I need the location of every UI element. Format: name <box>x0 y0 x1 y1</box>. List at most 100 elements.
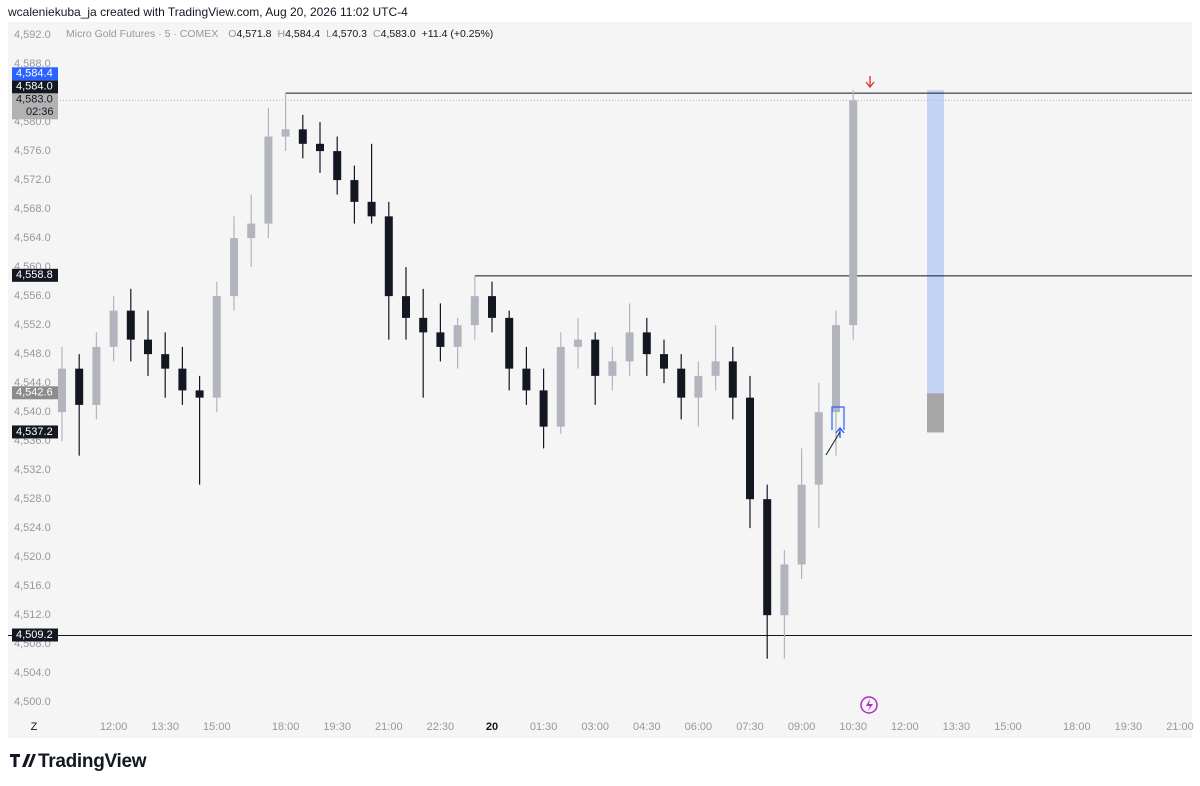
x-tick-label: 01:30 <box>530 721 558 733</box>
change: +11.4 (+0.25%) <box>421 28 494 40</box>
x-tick-label: 20 <box>486 721 498 733</box>
price-label: 4,509.2 <box>16 629 53 641</box>
candle-body <box>539 390 548 427</box>
candle-body <box>109 310 118 347</box>
candle-body <box>333 151 342 181</box>
candle-body <box>195 390 204 398</box>
timezone-label: Z <box>31 721 38 733</box>
x-tick-label: 18:00 <box>1063 721 1091 733</box>
y-tick-label: 4,540.0 <box>14 406 51 418</box>
brand: TradingView <box>38 751 147 772</box>
x-tick-label: 21:00 <box>1166 721 1194 733</box>
candle-body <box>316 143 324 152</box>
x-tick-label: 15:00 <box>203 721 231 733</box>
y-tick-label: 4,588.0 <box>14 58 51 70</box>
sell-arrow <box>865 76 875 89</box>
bracket <box>831 406 845 430</box>
ohlc-key: O <box>228 28 237 40</box>
candle-body <box>522 368 531 391</box>
price-label-box <box>12 628 58 642</box>
x-tick-label: 15:00 <box>994 721 1022 733</box>
x-tick-label: 19:30 <box>1115 721 1143 733</box>
position-loss <box>927 393 944 433</box>
x-tick-label: 10:30 <box>839 721 867 733</box>
x-tick-label: 09:00 <box>788 721 816 733</box>
countdown-label: 02:36 <box>26 106 54 118</box>
candle-body <box>367 201 376 217</box>
y-tick-label: 4,512.0 <box>14 609 51 621</box>
price-label: 4,537.2 <box>16 426 53 438</box>
candle-body <box>58 368 66 413</box>
candle-body <box>746 397 754 500</box>
candle-body <box>298 129 307 144</box>
candle-body <box>178 368 187 391</box>
candle-body <box>591 339 600 376</box>
price-label: 4,584.4 <box>16 68 53 80</box>
candle-body <box>75 368 84 405</box>
marks: 4,500.04,504.04,508.04,512.04,516.04,520… <box>8 29 1194 733</box>
credit: wcaleniekuba_ja created with TradingView… <box>8 5 408 19</box>
y-tick-label: 4,532.0 <box>14 464 51 476</box>
y-tick-label: 4,568.0 <box>14 203 51 215</box>
candle-body <box>780 564 789 616</box>
y-tick-label: 4,520.0 <box>14 551 51 563</box>
candle-body <box>625 332 634 362</box>
price-label: 4,584.0 <box>16 81 53 93</box>
ohlc-key: C <box>373 28 381 40</box>
event-icon <box>860 696 878 714</box>
brand-logo <box>10 754 36 767</box>
x-tick-label: 06:00 <box>685 721 713 733</box>
candle-body <box>763 499 772 616</box>
candle-body <box>849 100 858 326</box>
x-tick-label: 18:00 <box>272 721 300 733</box>
ohlc: H4,584.4 <box>278 28 321 40</box>
candle-body <box>470 296 479 326</box>
candle-body <box>402 296 410 318</box>
y-tick-label: 4,556.0 <box>14 290 51 302</box>
y-tick-label: 4,544.0 <box>14 377 51 389</box>
ohlc: C4,583.0 <box>373 28 416 40</box>
ohlc-value: 4,571.8 <box>236 28 272 40</box>
ohlc: O4,571.8 <box>228 28 271 40</box>
candle-body <box>608 361 617 376</box>
y-tick-label: 4,500.0 <box>14 696 51 708</box>
x-tick-label: 03:00 <box>581 721 609 733</box>
candle-body <box>247 223 256 239</box>
price-label: 4,542.6 <box>16 387 53 399</box>
price-label-box <box>12 268 58 282</box>
ohlc: L4,570.3 <box>326 28 367 40</box>
price-label-box <box>12 80 58 94</box>
candle-body <box>677 368 686 398</box>
y-tick-label: 4,504.0 <box>14 667 51 679</box>
candle-body <box>832 325 840 413</box>
plot-background <box>8 22 1192 738</box>
y-tick-label: 4,548.0 <box>14 348 51 360</box>
candle-body <box>281 129 290 137</box>
candle-body <box>642 332 651 355</box>
candle-body <box>384 216 393 297</box>
trend-line <box>825 431 841 456</box>
y-tick-label: 4,516.0 <box>14 580 51 592</box>
candle-body <box>212 296 221 398</box>
x-tick-label: 22:30 <box>427 721 455 733</box>
ohlc-value: 4,584.4 <box>285 28 321 40</box>
price-label-box <box>12 386 58 400</box>
position-profit <box>927 90 944 394</box>
x-tick-label: 13:30 <box>151 721 179 733</box>
candle-body <box>144 339 152 355</box>
candle-body <box>660 354 668 369</box>
x-tick-label: 12:00 <box>891 721 919 733</box>
candle-body <box>505 317 514 369</box>
candle-body <box>556 346 565 427</box>
candle-body <box>126 310 135 340</box>
x-tick-label: 19:30 <box>323 721 351 733</box>
candle-body <box>419 317 428 333</box>
x-tick-label: 13:30 <box>943 721 971 733</box>
x-tick-label: 21:00 <box>375 721 403 733</box>
ohlc-value: 4,583.0 <box>380 28 416 40</box>
y-tick-label: 4,572.0 <box>14 174 51 186</box>
candle-body <box>728 361 737 398</box>
candle-body <box>264 136 273 224</box>
